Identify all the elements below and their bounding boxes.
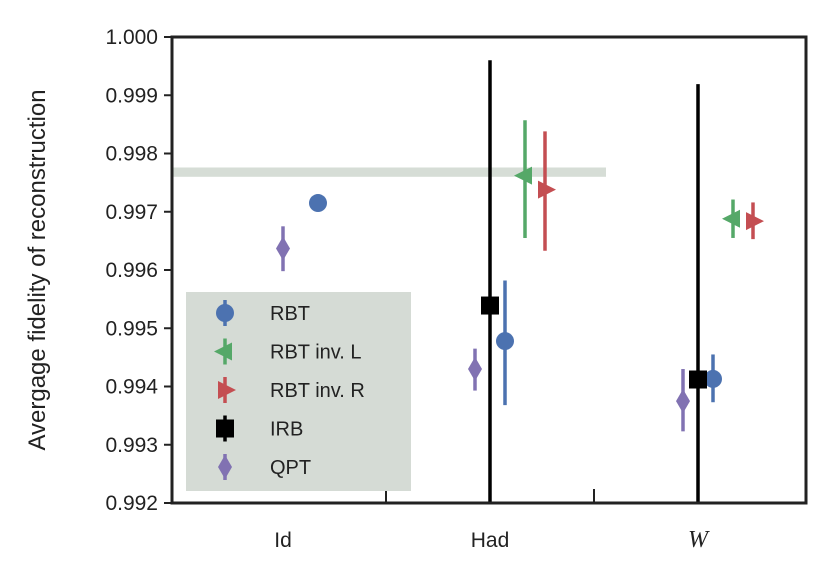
legend-label: QPT <box>270 457 311 479</box>
rbt-inv-l-marker <box>722 209 740 228</box>
y-tick-label: 0.995 <box>105 317 158 340</box>
rbt-marker <box>496 332 514 351</box>
y-tick-label: 0.992 <box>105 492 158 515</box>
x-category-label: Had <box>471 529 510 552</box>
rbt-point <box>496 280 514 406</box>
y-tick-label: 0.993 <box>105 434 158 457</box>
legend-marker <box>214 342 232 361</box>
x-category-label: W <box>688 527 710 553</box>
legend-item-rbt-inv-r: RBT inv. R <box>218 377 365 403</box>
legend-item-rbt: RBT <box>216 300 310 326</box>
legend-marker <box>218 455 232 479</box>
data-marks <box>276 60 764 503</box>
rbt-inv-r-point <box>746 202 764 240</box>
rbt-inv-r-marker <box>746 212 764 231</box>
legend-marker <box>216 419 234 438</box>
qpt-point <box>676 369 690 432</box>
x-axis-ticks: Id Had W <box>274 489 710 553</box>
legend-marker <box>218 381 236 399</box>
legend-item-irb: IRB <box>216 415 303 442</box>
rbt-inv-l-marker <box>514 166 532 185</box>
legend-label: RBT inv. R <box>270 380 365 402</box>
y-tick-label: 1.000 <box>105 26 158 49</box>
rbt-inv-r-marker <box>538 180 556 199</box>
legend-item-qpt: QPT <box>218 454 311 480</box>
rbt-marker <box>309 194 327 213</box>
plot-frame <box>170 35 808 505</box>
irb-marker <box>689 370 707 389</box>
rbt-marker <box>704 369 722 388</box>
reference-band <box>172 167 606 177</box>
y-tick-label: 0.994 <box>105 376 158 399</box>
legend-label: RBT <box>270 303 310 325</box>
rbt-point <box>704 354 722 403</box>
y-axis-label: Avergage fidelity of reconstruction <box>24 89 51 450</box>
y-tick-label: 0.999 <box>105 84 158 107</box>
rbt-inv-l-point <box>514 120 532 238</box>
qpt-marker <box>676 389 690 414</box>
legend: RBT RBT inv. L RBT inv. R IRB QPT <box>186 292 411 491</box>
irb-marker <box>481 296 499 315</box>
rbt-inv-r-point <box>538 131 556 251</box>
rbt-inv-l-point <box>722 199 740 238</box>
rbt-point <box>309 194 327 213</box>
qpt-point <box>276 226 290 272</box>
legend-item-rbt-inv-l: RBT inv. L <box>214 338 362 365</box>
y-tick-label: 0.998 <box>105 143 158 166</box>
y-tick-label: 0.997 <box>105 201 158 224</box>
legend-label: IRB <box>270 419 303 441</box>
qpt-marker <box>276 236 290 261</box>
qpt-marker <box>468 357 482 382</box>
qpt-point <box>468 348 482 391</box>
y-tick-label: 0.996 <box>105 259 158 282</box>
irb-point <box>689 84 707 503</box>
irb-point <box>481 60 499 503</box>
legend-label: RBT inv. L <box>270 342 362 364</box>
y-axis-ticks: 0.992 0.993 0.994 0.995 0.996 0.997 0.998 0.999… <box>105 26 172 515</box>
legend-marker <box>216 304 234 322</box>
x-category-label: Id <box>274 529 292 552</box>
